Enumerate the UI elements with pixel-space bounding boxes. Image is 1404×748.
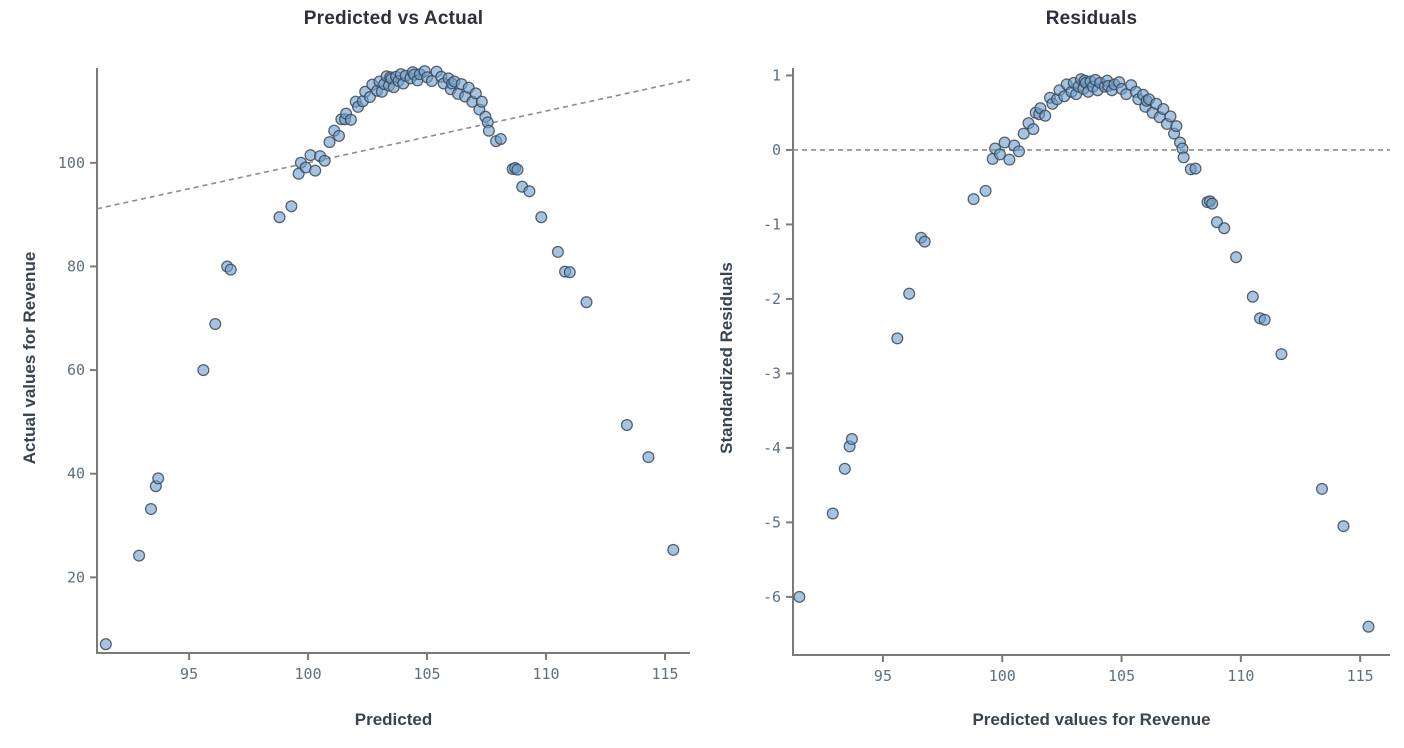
data-point	[1027, 123, 1040, 136]
y-tick-label: -6	[763, 588, 781, 606]
x-tick-label: 95	[180, 665, 198, 683]
x-tick-label: 100	[295, 665, 322, 683]
data-point	[482, 124, 495, 137]
data-point	[285, 200, 298, 213]
data-point	[1157, 102, 1170, 116]
y-tick-label: 40	[67, 465, 85, 483]
data-point	[273, 211, 286, 224]
data-point	[967, 193, 980, 206]
left-xaxis-label: Predicted	[354, 710, 433, 729]
y-tick-label: 0	[772, 141, 781, 159]
y-tick-label: 20	[67, 568, 85, 586]
x-tick-label: 110	[1227, 667, 1254, 685]
data-point	[993, 148, 1006, 161]
data-point	[318, 154, 331, 167]
data-point	[1230, 251, 1243, 264]
x-tick-label: 105	[1108, 667, 1135, 685]
data-point	[1206, 197, 1219, 210]
data-point	[551, 245, 564, 258]
data-point	[620, 418, 633, 432]
data-point	[1189, 162, 1202, 175]
right-chart-title: Residuals	[1045, 8, 1138, 29]
data-point	[1258, 313, 1271, 326]
data-point	[903, 287, 916, 300]
data-point	[1362, 620, 1375, 633]
data-point	[1337, 520, 1350, 533]
data-point	[667, 543, 680, 556]
data-point	[891, 332, 904, 345]
data-point	[845, 432, 858, 446]
data-point	[563, 266, 576, 279]
data-point	[1012, 145, 1026, 158]
right-plot: 95 100 105 110 115 1 0 -1 -2 -3 -4 -5 -6	[763, 66, 1390, 685]
y-tick-label: -1	[763, 215, 781, 233]
data-point	[1017, 127, 1030, 140]
left-chart-title: Predicted vs Actual	[303, 8, 484, 29]
data-point	[323, 136, 336, 149]
data-point	[224, 263, 237, 276]
data-point	[494, 132, 507, 146]
right-xaxis-label: Predicted values for Revenue	[972, 710, 1211, 729]
x-tick-label: 115	[651, 665, 678, 683]
data-point	[1246, 290, 1259, 303]
data-point	[209, 317, 222, 331]
data-point	[1177, 151, 1190, 164]
data-point	[535, 211, 548, 224]
data-point	[1170, 120, 1183, 133]
y-tick-label: -5	[763, 513, 781, 531]
data-point	[511, 163, 524, 176]
data-point	[1164, 110, 1177, 123]
data-point	[793, 590, 806, 603]
left-yaxis-label: Actual values for Revenue	[20, 251, 39, 465]
x-tick-label: 115	[1347, 667, 1374, 685]
data-point	[1315, 482, 1329, 495]
data-point	[344, 113, 357, 126]
data-point	[332, 129, 346, 142]
data-point	[475, 95, 488, 108]
data-point	[1275, 348, 1288, 361]
x-tick-label: 95	[874, 667, 892, 685]
left-plot: 95 100 105 110 115 20 40 60 80 100	[58, 65, 691, 683]
data-point	[197, 364, 210, 377]
data-point	[152, 472, 165, 485]
data-point	[469, 87, 482, 100]
x-tick-label: 105	[414, 665, 441, 683]
identity-line	[96, 78, 691, 210]
data-point	[523, 185, 536, 198]
data-point	[99, 638, 112, 651]
right-yaxis-label: Standardized Residuals	[717, 262, 736, 454]
x-tick-label: 100	[989, 667, 1016, 685]
y-tick-label: 80	[67, 257, 85, 275]
y-tick-label: 100	[58, 154, 85, 172]
y-tick-label: -3	[763, 364, 781, 382]
data-point	[1039, 109, 1052, 122]
data-point	[309, 164, 322, 177]
data-point	[642, 451, 655, 464]
data-point	[838, 462, 851, 475]
y-tick-label: 1	[772, 66, 781, 84]
data-point	[133, 549, 146, 562]
data-point	[918, 235, 931, 248]
data-point	[144, 502, 158, 516]
y-tick-label: -2	[763, 290, 781, 308]
data-point	[826, 507, 839, 520]
y-tick-label: -4	[763, 439, 781, 457]
y-tick-label: 60	[67, 361, 85, 379]
data-point	[1003, 153, 1016, 166]
data-point	[979, 184, 992, 197]
x-tick-label: 110	[532, 665, 559, 683]
data-point	[1218, 222, 1231, 235]
data-point	[580, 296, 593, 309]
